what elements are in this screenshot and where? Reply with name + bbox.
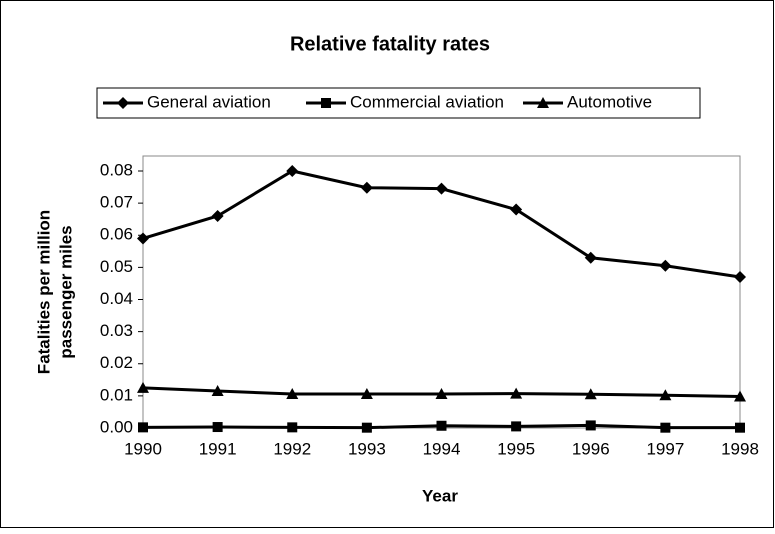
point — [286, 165, 299, 177]
point — [510, 203, 523, 216]
legend-label: General aviation — [147, 92, 271, 111]
point — [212, 422, 223, 433]
point — [435, 182, 448, 195]
legend-marker — [537, 97, 549, 108]
y-tick-label: 0.05 — [100, 257, 133, 276]
x-axis-label: Year — [422, 486, 458, 505]
y-tick-label: 0.01 — [100, 385, 133, 404]
y-tick-label: 0.07 — [100, 193, 133, 212]
point — [211, 209, 224, 222]
y-axis-label: passenger miles — [56, 225, 75, 358]
y-axis-label: Fatalities per million — [34, 210, 53, 374]
legend-marker — [117, 97, 129, 109]
point — [659, 389, 672, 401]
point — [138, 422, 148, 433]
point — [435, 387, 448, 399]
x-tick-label: 1991 — [199, 439, 237, 458]
legend-label: Commercial aviation — [350, 92, 504, 111]
point — [584, 251, 597, 264]
point — [360, 181, 373, 194]
point — [660, 422, 671, 433]
point — [510, 387, 523, 399]
y-tick-label: 0.08 — [100, 160, 133, 179]
point — [361, 422, 372, 433]
x-tick-label: 1996 — [572, 439, 610, 458]
point — [585, 420, 596, 431]
chart-title: Relative fatality rates — [290, 33, 490, 55]
y-tick-label: 0.02 — [100, 353, 133, 372]
point — [511, 421, 522, 432]
y-tick-label: 0.03 — [100, 321, 133, 340]
legend-marker — [321, 98, 331, 108]
point — [436, 420, 447, 431]
point — [735, 422, 745, 433]
legend-box — [96, 87, 701, 119]
x-tick-label: 1993 — [348, 439, 386, 458]
legend-label: Automotive — [567, 92, 652, 111]
x-tick-label: 1995 — [497, 439, 535, 458]
point — [137, 232, 149, 245]
y-tick-label: 0.00 — [100, 417, 133, 436]
point — [211, 385, 224, 397]
x-tick-label: 1990 — [124, 439, 162, 458]
point — [659, 259, 672, 272]
x-tick-label: 1997 — [646, 439, 684, 458]
point — [286, 387, 299, 399]
x-tick-label: 1994 — [423, 439, 461, 458]
point — [734, 271, 746, 284]
y-tick-label: 0.04 — [100, 289, 133, 308]
point — [287, 422, 298, 433]
point — [734, 390, 746, 402]
y-tick-label: 0.06 — [100, 225, 133, 244]
point — [584, 388, 597, 400]
point — [137, 381, 149, 393]
plot-area — [142, 155, 741, 429]
point — [360, 387, 373, 399]
x-tick-label: 1992 — [273, 439, 311, 458]
x-tick-label: 1998 — [721, 439, 759, 458]
